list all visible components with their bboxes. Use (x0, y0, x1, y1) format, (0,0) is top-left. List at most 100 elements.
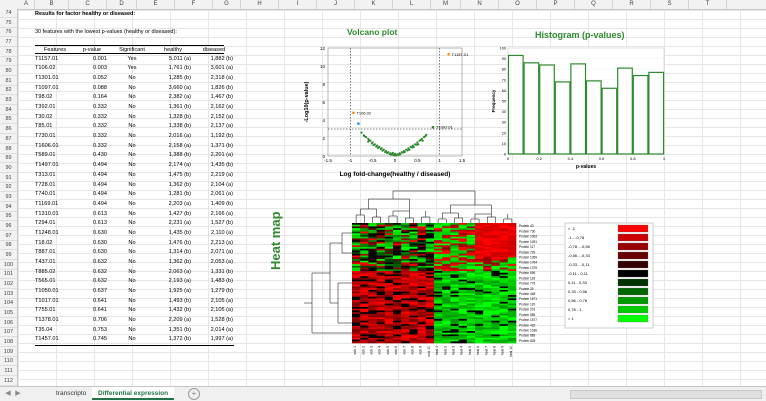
table-header-cell[interactable]: diseased (202, 47, 226, 53)
column-header-b[interactable]: B (35, 0, 69, 9)
column-header-f[interactable]: F (175, 0, 213, 9)
table-cell[interactable]: No (128, 152, 136, 159)
table-cell[interactable]: 0.641 (93, 307, 107, 314)
table-cell[interactable]: 3,660 (a) (168, 84, 191, 91)
table-cell[interactable]: 0.630 (93, 249, 107, 256)
table-cell[interactable]: 1,281 (b) (168, 191, 191, 198)
table-cell[interactable]: No (128, 200, 136, 207)
table-cell[interactable]: 5,011 (a) (169, 55, 191, 62)
row-header-87[interactable]: 87 (0, 135, 17, 144)
table-cell[interactable]: No (128, 75, 136, 82)
row-header-83[interactable]: 83 (0, 96, 17, 106)
table-cell[interactable]: No (128, 142, 136, 149)
table-cell[interactable]: No (128, 123, 136, 130)
column-header-i[interactable]: I (279, 0, 317, 9)
table-cell[interactable]: 0.332 (93, 142, 107, 149)
column-header-m[interactable]: M (431, 0, 461, 9)
table-cell[interactable]: T1457.01 (35, 336, 59, 343)
table-header-cell[interactable]: healthy (163, 47, 183, 53)
table-cell[interactable]: 2,219 (a) (210, 171, 233, 178)
column-header-q[interactable]: Q (575, 0, 613, 9)
column-header-k[interactable]: K (355, 0, 393, 9)
table-cell[interactable]: No (128, 162, 136, 169)
table-cell[interactable]: No (128, 181, 136, 188)
table-cell[interactable]: T313.01 (35, 171, 56, 178)
table-cell[interactable]: 2,209 (a) (168, 317, 191, 324)
table-cell[interactable]: 0.494 (93, 162, 107, 169)
table-cell[interactable]: 0.613 (93, 220, 107, 227)
row-header-89[interactable]: 89 (0, 154, 17, 164)
table-cell[interactable]: 0.632 (93, 268, 107, 275)
row-header-96[interactable]: 96 (0, 222, 17, 231)
table-cell[interactable]: 1,388 (b) (168, 152, 191, 159)
column-header-t[interactable]: T (689, 0, 727, 9)
row-header-84[interactable]: 84 (0, 106, 17, 115)
row-header-109[interactable]: 109 (0, 348, 17, 357)
table-cell[interactable]: 0.332 (93, 133, 107, 140)
table-cell[interactable]: 1,432 (b) (168, 307, 191, 314)
row-header-110[interactable]: 110 (0, 357, 17, 367)
row-header-80[interactable]: 80 (0, 67, 17, 77)
table-cell[interactable]: No (128, 336, 136, 343)
table-cell[interactable]: 1,331 (b) (210, 268, 233, 275)
table-cell[interactable]: 1,925 (a) (168, 288, 191, 294)
table-cell[interactable]: 1,314 (b) (168, 249, 191, 256)
table-cell[interactable]: 2,318 (a) (210, 75, 233, 82)
table-cell[interactable]: 2,071 (a) (210, 249, 233, 256)
table-cell[interactable]: 1,192 (b) (210, 133, 233, 140)
table-cell[interactable]: 0.613 (93, 210, 107, 217)
table-header-cell[interactable]: p-value (82, 47, 102, 53)
table-cell[interactable]: 1,493 (b) (168, 297, 191, 304)
table-cell[interactable]: T1050.01 (35, 288, 59, 294)
table-cell[interactable]: 1,371 (b) (210, 142, 233, 149)
row-header-85[interactable]: 85 (0, 115, 17, 125)
table-cell[interactable]: 2,016 (a) (168, 133, 191, 140)
row-header-106[interactable]: 106 (0, 319, 17, 328)
table-cell[interactable]: T35.04 (35, 326, 53, 333)
table-cell[interactable]: 2,231 (a) (168, 220, 191, 227)
horizontal-scrollbar[interactable] (570, 390, 762, 399)
table-cell[interactable]: 2,201 (a) (210, 152, 233, 159)
table-cell[interactable]: 1,372 (b) (168, 336, 191, 343)
table-cell[interactable]: T1017.01 (35, 297, 59, 304)
table-cell[interactable]: T1169.01 (35, 200, 59, 207)
table-cell[interactable]: 0.706 (93, 317, 107, 324)
table-cell[interactable]: 0.088 (93, 84, 107, 91)
table-cell[interactable]: 1,328 (b) (168, 113, 191, 120)
column-header-p[interactable]: P (537, 0, 575, 9)
tab-differential-expression[interactable]: Differential expression (92, 387, 175, 400)
table-cell[interactable]: T740.01 (35, 191, 56, 198)
row-header-92[interactable]: 92 (0, 183, 17, 193)
table-cell[interactable]: 2,105 (a) (210, 307, 233, 314)
table-cell[interactable]: T1157.01 (35, 55, 59, 62)
column-header-c[interactable]: C (69, 0, 107, 9)
row-header-88[interactable]: 88 (0, 145, 17, 154)
table-cell[interactable]: 2,105 (a) (210, 297, 233, 304)
table-header-cell[interactable]: Features (43, 47, 67, 53)
table-cell[interactable]: T887.01 (35, 249, 56, 256)
table-cell[interactable]: No (128, 307, 136, 314)
table-cell[interactable]: T106.02 (35, 65, 56, 72)
table-cell[interactable]: No (128, 268, 136, 275)
table-cell[interactable]: 2,152 (a) (210, 113, 233, 120)
row-header-74[interactable]: 74 (0, 9, 17, 18)
table-cell[interactable]: No (128, 171, 136, 178)
table-cell[interactable]: 1,362 (b) (168, 258, 191, 265)
row-header-99[interactable]: 99 (0, 251, 17, 260)
row-header-81[interactable]: 81 (0, 77, 17, 86)
table-cell[interactable]: 0.632 (93, 278, 107, 285)
column-header-j[interactable]: J (317, 0, 355, 9)
table-cell[interactable]: T565.01 (35, 278, 56, 285)
table-cell[interactable]: T1310.01 (35, 210, 59, 217)
row-header-93[interactable]: 93 (0, 193, 17, 202)
table-cell[interactable]: 1,435 (b) (168, 229, 191, 236)
table-cell[interactable]: 2,053 (a) (210, 258, 233, 265)
column-header-e[interactable]: E (137, 0, 175, 9)
tab-transcripto[interactable]: transcripto (56, 390, 87, 397)
table-cell[interactable]: No (128, 288, 136, 294)
row-header-78[interactable]: 78 (0, 48, 17, 57)
row-header-111[interactable]: 111 (0, 367, 17, 377)
column-header-h[interactable]: H (241, 0, 279, 9)
table-cell[interactable]: T294.01 (35, 220, 56, 227)
table-cell[interactable]: No (128, 113, 136, 120)
